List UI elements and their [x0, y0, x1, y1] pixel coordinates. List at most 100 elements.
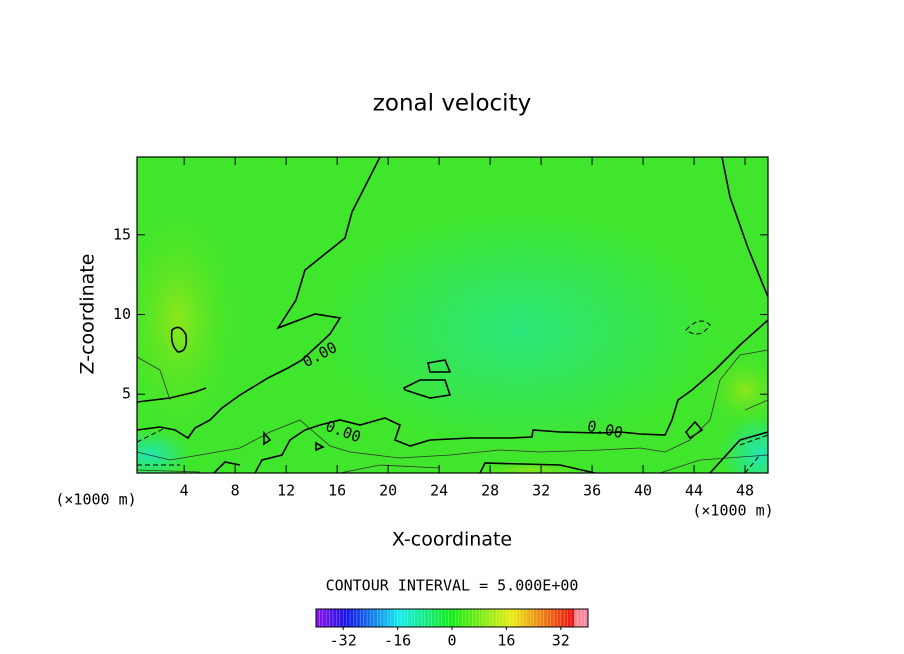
x-tick-label: 28: [481, 482, 499, 500]
colorbar-swatch: [363, 609, 368, 627]
colorbar-swatch: [581, 609, 585, 627]
colorbar-swatch: [509, 609, 514, 627]
colorbar-swatch: [557, 609, 562, 627]
colorbar-swatch: [333, 609, 337, 627]
colorbar-swatch: [373, 609, 378, 627]
colorbar-tick-label: -32: [330, 632, 357, 650]
colorbar-swatch: [428, 609, 432, 627]
x-tick-label: 44: [685, 482, 703, 500]
colorbar-swatch: [489, 609, 494, 627]
colorbar-swatch: [496, 609, 500, 627]
x-tick-label: 12: [277, 482, 295, 500]
x-tick-label: 20: [379, 482, 397, 500]
colorbar-swatch: [384, 609, 388, 627]
colorbar-swatch: [506, 609, 511, 627]
x-unit-label: (×1000 m): [55, 491, 136, 509]
colorbar-swatch: [414, 609, 419, 627]
colorbar-swatch: [350, 609, 354, 627]
colorbar-swatch: [492, 609, 497, 627]
colorbar-swatch: [343, 609, 347, 627]
colorbar-tick-label: 32: [552, 632, 570, 650]
colorbar-swatch: [472, 609, 477, 627]
colorbar-swatch: [560, 609, 565, 627]
contour-field: [137, 157, 768, 473]
colorbar-swatch: [537, 609, 541, 627]
colorbar-swatch: [469, 609, 473, 627]
x-tick-label: 8: [231, 482, 240, 500]
colorbar-swatch: [458, 609, 463, 627]
colorbar-swatch: [387, 609, 392, 627]
chart-title: zonal velocity: [373, 91, 531, 117]
colorbar-swatch: [499, 609, 504, 627]
colorbar-swatch: [554, 609, 558, 627]
y-tick-label: 15: [113, 225, 131, 243]
colorbar-swatch: [370, 609, 375, 627]
colorbar-swatch: [540, 609, 545, 627]
colorbar-tick-label: 16: [497, 632, 515, 650]
colorbar-swatch: [486, 609, 490, 627]
colorbar-swatch: [407, 609, 412, 627]
colorbar-swatch: [550, 609, 555, 627]
colorbar-swatch: [329, 609, 334, 627]
colorbar-swatch: [397, 609, 402, 627]
x-tick-label: 16: [328, 482, 346, 500]
colorbar-swatch: [377, 609, 381, 627]
colorbar-swatch: [584, 609, 589, 627]
colorbar-swatch: [543, 609, 548, 627]
contour-interval: CONTOUR INTERVAL = 5.000E+00: [326, 577, 579, 595]
colorbar-swatch: [574, 609, 579, 627]
colorbar-swatch: [360, 609, 364, 627]
colorbar-tick-label: 0: [447, 632, 456, 650]
colorbar-swatch: [533, 609, 538, 627]
colorbar-swatch: [435, 609, 439, 627]
x-tick-label: 24: [430, 482, 448, 500]
y-axis-label: Z-coordinate: [77, 254, 99, 375]
colorbar-swatch: [418, 609, 422, 627]
colorbar-swatch: [465, 609, 470, 627]
colorbar-swatch: [513, 609, 517, 627]
colorbar-swatch: [353, 609, 358, 627]
x-axis-label: X-coordinate: [392, 529, 512, 551]
colorbar-swatch: [455, 609, 460, 627]
colorbar-swatch: [326, 609, 330, 627]
colorbar-swatch: [530, 609, 534, 627]
colorbar-swatch: [319, 609, 324, 627]
x-unit-label: (×1000 m): [692, 502, 773, 520]
colorbar-swatch: [339, 609, 344, 627]
x-tick-label: 40: [634, 482, 652, 500]
colorbar-swatch: [520, 609, 524, 627]
y-tick-label: 10: [113, 305, 131, 323]
colorbar-swatch: [523, 609, 528, 627]
x-tick-label: 4: [180, 482, 189, 500]
colorbar-swatch: [448, 609, 453, 627]
x-tick-label: 32: [532, 482, 550, 500]
colorbar-swatch: [322, 609, 327, 627]
colorbar-swatch: [411, 609, 415, 627]
colorbar-swatch: [390, 609, 395, 627]
colorbar-swatch: [445, 609, 449, 627]
colorbar-swatch: [336, 609, 341, 627]
colorbar-swatch: [421, 609, 426, 627]
colorbar-swatch: [424, 609, 429, 627]
colorbar-swatch: [441, 609, 446, 627]
colorbar-swatch: [479, 609, 483, 627]
colorbar-swatch: [482, 609, 487, 627]
colorbar-swatch: [431, 609, 436, 627]
colorbar-swatch: [503, 609, 507, 627]
colorbar-swatch: [404, 609, 409, 627]
colorbar-swatch: [564, 609, 568, 627]
colorbar-swatch: [547, 609, 551, 627]
colorbar-swatch: [316, 609, 320, 627]
colorbar-swatch: [577, 609, 582, 627]
colorbar-swatch: [346, 609, 351, 627]
colorbar-swatch: [452, 609, 456, 627]
colorbar-tick-label: -16: [384, 632, 411, 650]
colorbar-swatch: [356, 609, 361, 627]
colorbar-swatch: [367, 609, 371, 627]
colorbar-swatch: [438, 609, 443, 627]
colorbar-swatch: [380, 609, 385, 627]
x-tick-label: 48: [736, 482, 754, 500]
colorbar-swatch: [571, 609, 575, 627]
